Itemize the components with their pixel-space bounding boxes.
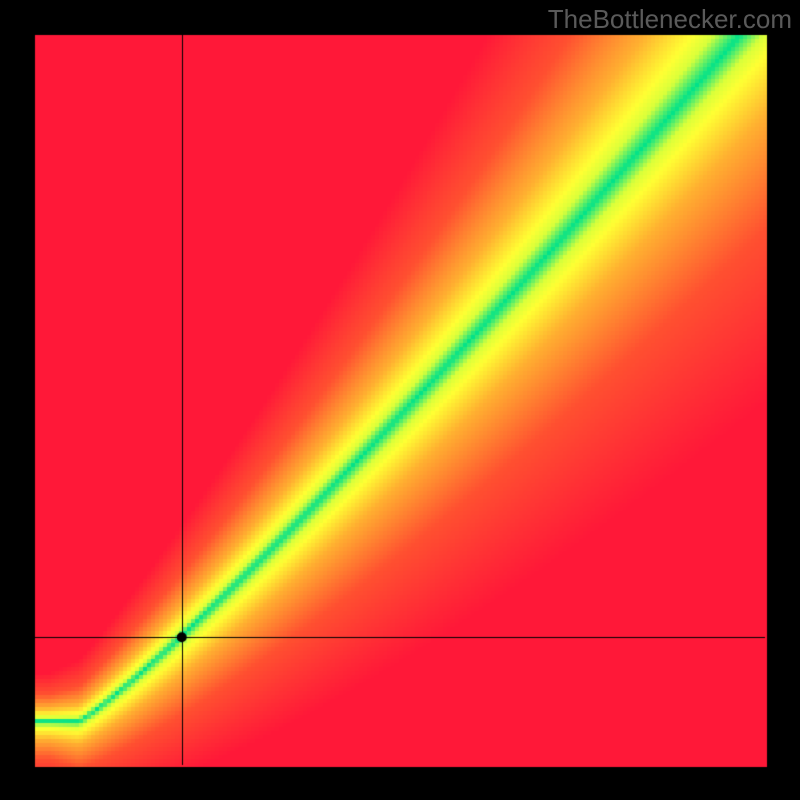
chart-container: TheBottlenecker.com xyxy=(0,0,800,800)
source-watermark: TheBottlenecker.com xyxy=(548,4,792,35)
bottleneck-heatmap xyxy=(0,0,800,800)
